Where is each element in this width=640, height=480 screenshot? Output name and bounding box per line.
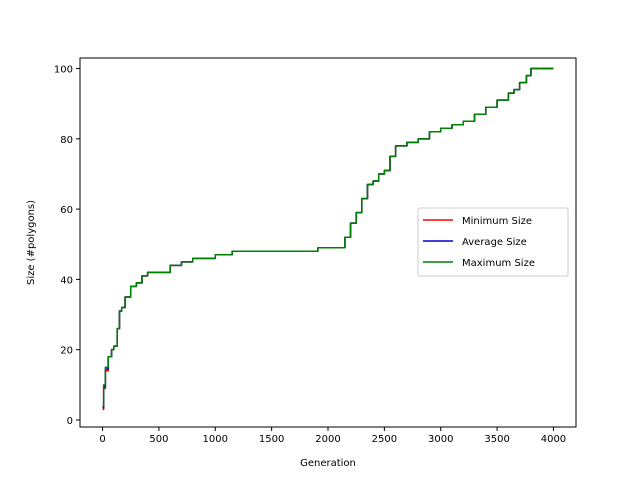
series-layer: [102, 67, 554, 411]
x-axis-ticks: 0 500 1000 1500 2000 2500 3000 3500 4000: [99, 427, 566, 445]
x-tick-label: 1000: [203, 434, 228, 445]
y-tick-label: 100: [54, 65, 73, 76]
series-line-3: [102, 67, 554, 407]
legend: Minimum Size Average Size Maximum Size: [417, 207, 569, 277]
y-axis-ticks: 0 20 40 60 80 100: [54, 65, 80, 427]
x-tick-label: 500: [149, 434, 168, 445]
x-tick-label: 2000: [315, 434, 340, 445]
y-tick-label: 80: [60, 135, 73, 146]
legend-label: Minimum Size: [462, 216, 532, 227]
y-tick-label: 60: [60, 205, 73, 216]
y-tick-label: 20: [60, 346, 73, 357]
x-tick-label: 4000: [541, 434, 566, 445]
x-tick-label: 0: [99, 434, 105, 445]
x-axis-label: Generation: [300, 458, 356, 469]
x-tick-label: 3500: [484, 434, 509, 445]
x-tick-label: 1500: [259, 434, 284, 445]
legend-label: Maximum Size: [462, 258, 535, 269]
x-tick-label: 2500: [372, 434, 397, 445]
y-tick-label: 0: [67, 416, 73, 427]
y-axis-label: Size (#polygons): [26, 200, 37, 285]
x-tick-label: 3000: [428, 434, 453, 445]
legend-box: [417, 207, 569, 277]
legend-label: Average Size: [462, 237, 527, 248]
y-tick-label: 40: [60, 275, 73, 286]
